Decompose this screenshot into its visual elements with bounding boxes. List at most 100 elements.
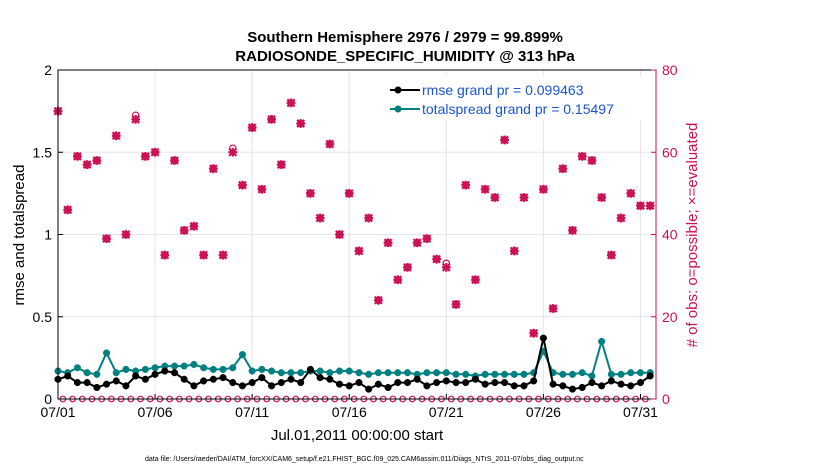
- rmse-point: [112, 377, 120, 385]
- totalspread-point: [316, 367, 324, 375]
- totalspread-point: [112, 369, 120, 377]
- legend-marker-rmse: [394, 86, 402, 94]
- rmse-point: [413, 375, 421, 383]
- obs-evaluated-point: [441, 263, 451, 272]
- obs-evaluated-point: [315, 213, 325, 223]
- obs-evaluated-point: [354, 246, 364, 256]
- totalspread-point: [491, 370, 499, 378]
- rmse-point: [365, 385, 373, 393]
- rmse-point: [335, 380, 344, 388]
- totalspread-point: [345, 367, 353, 375]
- totalspread-point: [481, 370, 489, 378]
- rmse-point: [510, 382, 518, 390]
- totalspread-point: [627, 369, 635, 377]
- obs-evaluated-point: [111, 131, 121, 141]
- x-tick-label: 07/31: [623, 404, 658, 420]
- totalspread-point: [636, 369, 645, 377]
- obs-evaluated-point: [189, 221, 199, 231]
- totalspread-point: [501, 370, 509, 378]
- rmse-point: [238, 382, 246, 390]
- legend-label-spread: totalspread grand pr = 0.15497: [422, 101, 614, 117]
- totalspread-point: [335, 367, 344, 375]
- x-tick-label: 07/26: [526, 404, 561, 420]
- totalspread-point: [190, 360, 198, 369]
- rmse-point: [471, 375, 479, 383]
- y-left-tick-label: 0.5: [33, 309, 53, 325]
- totalspread-point: [559, 370, 567, 378]
- rmse-point: [559, 382, 567, 390]
- totalspread-point: [73, 364, 81, 372]
- totalspread-point: [170, 362, 179, 370]
- obs-evaluated-point: [606, 250, 616, 260]
- totalspread-point: [93, 370, 101, 378]
- rmse-point: [403, 379, 412, 387]
- rmse-point: [316, 374, 324, 382]
- totalspread-point: [238, 351, 246, 359]
- totalspread-point: [151, 364, 159, 372]
- rmse-point: [229, 379, 237, 387]
- obs-evaluated-point: [645, 201, 655, 211]
- rmse-point: [277, 379, 285, 387]
- totalspread-point: [365, 370, 373, 378]
- rmse-point: [578, 383, 586, 392]
- totalspread-point: [433, 369, 441, 377]
- rmse-point: [200, 377, 208, 385]
- obs-evaluated-point: [160, 250, 170, 260]
- legend-label-rmse: rmse grand pr = 0.099463: [422, 82, 584, 98]
- obs-evaluated-point: [393, 275, 403, 285]
- totalspread-point: [520, 370, 528, 378]
- legend-box: [385, 76, 653, 120]
- y-left-tick-label: 0: [44, 391, 52, 407]
- obs-evaluated-point: [286, 98, 296, 108]
- obs-evaluated-point: [63, 205, 73, 215]
- obs-evaluated-point: [626, 188, 636, 198]
- obs-evaluated-point: [636, 201, 645, 211]
- y-axis-left: 0 0.5 1 1.5 2: [33, 62, 63, 407]
- x-tick-label: 07/01: [40, 404, 75, 420]
- obs-evaluated-point: [267, 114, 276, 124]
- totalspread-point: [258, 365, 266, 373]
- obs-evaluated-point: [325, 139, 335, 149]
- obs-evaluated-point: [519, 193, 529, 202]
- x-axis-title: Jul.01,2011 00:00:00 start: [271, 427, 444, 444]
- obs-evaluated-point: [102, 234, 111, 244]
- rmse-point: [326, 375, 334, 383]
- totalspread-point: [297, 369, 305, 377]
- rmse-point: [588, 379, 596, 387]
- totalspread-point: [248, 367, 256, 375]
- obs-evaluated-point: [228, 147, 238, 157]
- totalspread-point: [384, 369, 392, 377]
- totalspread-point: [83, 369, 91, 377]
- rmse-point: [394, 379, 402, 387]
- obs-evaluated-point: [82, 160, 92, 169]
- rmse-point: [180, 375, 188, 383]
- rmse-point: [345, 382, 353, 390]
- obs-evaluated-point: [208, 164, 218, 174]
- totalspread-point: [277, 369, 285, 377]
- y-right-tick-label: 40: [662, 227, 678, 243]
- rmse-point: [384, 383, 392, 392]
- rmse-point: [122, 382, 130, 390]
- rmse-point: [219, 374, 227, 382]
- obs-evaluated-point: [344, 188, 354, 198]
- obs-evaluated-point: [461, 180, 471, 190]
- obs-evaluated-point: [179, 225, 189, 235]
- obs-evaluated-point: [218, 250, 228, 260]
- rmse-point: [462, 379, 470, 387]
- y-left-tick-label: 1: [44, 227, 52, 243]
- obs-evaluated-point: [257, 184, 267, 194]
- legend: rmse grand pr = 0.099463 totalspread gra…: [385, 76, 653, 120]
- obs-evaluated-point: [558, 164, 568, 174]
- x-tick-label: 07/06: [138, 404, 173, 420]
- rmse-point: [433, 379, 441, 387]
- rmse-point: [481, 380, 489, 388]
- obs-evaluated-point: [509, 246, 519, 256]
- y-right-tick-label: 80: [662, 62, 678, 78]
- obs-evaluated-point: [92, 156, 102, 165]
- x-tick-label: 07/21: [429, 404, 464, 420]
- rmse-point: [248, 379, 256, 387]
- data-file-note: data file: /Users/raeder/DAI/ATM_forcXX/…: [145, 456, 584, 463]
- totalspread-point: [598, 337, 606, 345]
- obs-evaluated-point: [335, 230, 344, 239]
